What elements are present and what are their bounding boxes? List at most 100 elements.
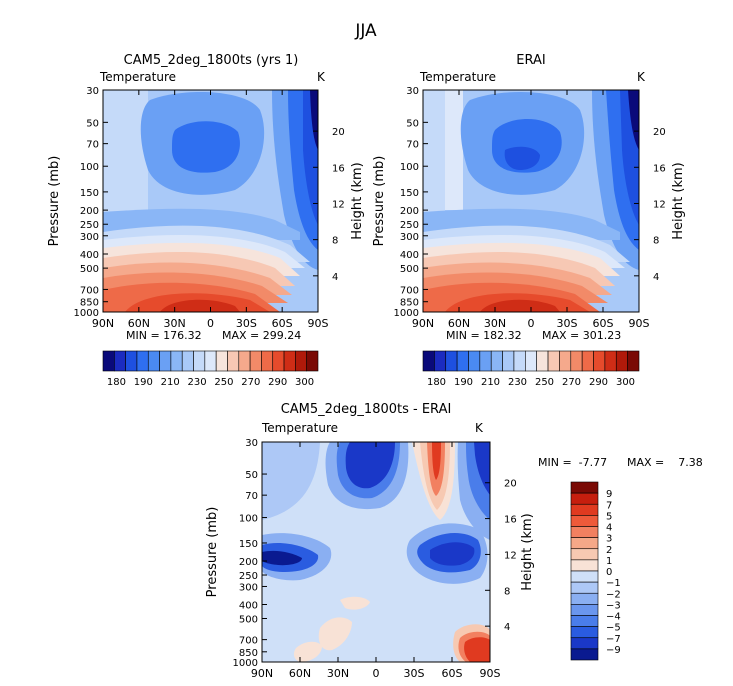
colorbar-label: 250 — [535, 377, 554, 388]
colorbar-label: 190 — [454, 377, 473, 388]
colorbar-label: 0 — [606, 567, 612, 578]
y2-tick-label: 4 — [653, 272, 659, 283]
colorbar-swatch — [570, 581, 599, 594]
colorbar-swatch — [136, 350, 149, 372]
panel-model-min: MIN = 176.32 — [126, 329, 202, 342]
y-tick-label: 200 — [400, 206, 419, 217]
panel-diff-ylabel: Pressure (mb) — [205, 507, 220, 598]
y-tick-label: 30 — [245, 438, 258, 449]
colorbar-label: 3 — [606, 534, 612, 545]
y-tick-label: 50 — [406, 118, 419, 129]
colorbar-swatch — [570, 648, 599, 661]
panel-diff-title: CAM5_2deg_1800ts - ERAI — [281, 402, 452, 417]
panel-model-units: K — [317, 70, 326, 84]
y-tick-label: 400 — [239, 601, 258, 612]
colorbar-swatch — [147, 350, 160, 372]
colorbar-swatch — [502, 350, 515, 372]
y-tick-label: 500 — [400, 264, 419, 275]
x-tick-label: 90N — [92, 317, 114, 330]
x-tick-label: 90S — [629, 317, 650, 330]
colorbar-swatch — [570, 615, 599, 627]
y2-tick-label: 12 — [653, 199, 666, 210]
colorbar-label: 9 — [606, 489, 612, 500]
colorbar-swatch — [570, 537, 599, 550]
y-tick-label: 100 — [400, 162, 419, 173]
colorbar-swatch — [525, 350, 537, 372]
x-tick-label: 60S — [272, 317, 293, 330]
colorbar-label: −2 — [606, 589, 621, 600]
x-tick-label: 90N — [251, 667, 273, 680]
colorbar-swatch — [170, 350, 183, 372]
x-tick-label: 0 — [373, 667, 380, 680]
colorbar-swatch — [159, 350, 172, 372]
y2-tick-label: 8 — [504, 586, 510, 597]
x-tick-label: 30N — [484, 317, 506, 330]
colorbar-swatch — [627, 350, 640, 372]
colorbar-swatch — [570, 592, 599, 605]
x-tick-label: 30S — [557, 317, 578, 330]
colorbar-swatch — [570, 570, 599, 583]
colorbar-swatch — [422, 350, 435, 372]
x-tick-label: 90S — [308, 317, 329, 330]
panel-model-ylabel: Pressure (mb) — [47, 156, 62, 247]
y-tick-label: 700 — [239, 636, 258, 647]
colorbar-swatch — [181, 350, 194, 372]
y-tick-label: 500 — [239, 615, 258, 626]
y2-tick-label: 16 — [504, 515, 517, 526]
panel-diff: CAM5_2deg_1800ts - ERAI Temperature K — [205, 402, 703, 680]
y-tick-label: 250 — [239, 571, 258, 582]
y2-tick-label: 20 — [653, 127, 666, 138]
colorbar-label: 180 — [107, 377, 126, 388]
colorbar-swatch — [125, 350, 138, 372]
y-tick-label: 500 — [80, 264, 99, 275]
panel-model: CAM5_2deg_1800ts (yrs 1) Temperature K 9… — [47, 53, 365, 388]
y-tick-label: 700 — [80, 285, 99, 296]
colorbar-swatch — [536, 350, 549, 372]
y-tick-label: 300 — [80, 232, 99, 243]
x-tick-label: 60N — [448, 317, 470, 330]
colorbar-swatch — [570, 626, 599, 639]
colorbar-swatch — [283, 350, 296, 372]
colorbar-swatch — [604, 350, 617, 372]
colorbar-swatch — [570, 526, 599, 538]
colorbar-swatch — [193, 350, 206, 372]
panel-erai-contours — [423, 90, 639, 312]
colorbar-swatch — [570, 604, 599, 616]
colorbar-label: 1 — [606, 556, 612, 567]
colorbar-swatch — [570, 503, 599, 516]
colorbar-label: 290 — [589, 377, 608, 388]
panel-model-y2label: Height (km) — [350, 162, 365, 239]
panel-diff-variable: Temperature — [261, 421, 338, 435]
y2-tick-label: 4 — [332, 272, 338, 283]
panel-diff-min: MIN = -7.77 — [538, 456, 607, 469]
panel-model-max: MAX = 299.24 — [222, 329, 301, 342]
y-tick-label: 70 — [86, 140, 99, 151]
colorbar-swatch — [593, 350, 606, 372]
colorbar-label: 290 — [268, 377, 287, 388]
y-tick-label: 70 — [245, 491, 258, 502]
colorbar-swatch — [581, 350, 594, 372]
colorbar-swatch — [434, 350, 447, 372]
y-tick-label: 100 — [239, 514, 258, 525]
colorbar-swatch — [114, 350, 126, 372]
y2-tick-label: 20 — [332, 127, 345, 138]
panel-diff-max: MAX = 7.38 — [627, 456, 703, 469]
y-tick-label: 1000 — [74, 308, 99, 319]
colorbar-swatch — [570, 548, 599, 561]
x-tick-label: 90N — [412, 317, 434, 330]
panel-diff-y2label: Height (km) — [520, 513, 535, 590]
colorbar-label: 270 — [562, 377, 581, 388]
y-tick-label: 1000 — [233, 658, 258, 669]
y-tick-label: 200 — [80, 206, 99, 217]
y-tick-label: 100 — [80, 162, 99, 173]
colorbar-swatch — [272, 350, 285, 372]
y-tick-label: 150 — [400, 188, 419, 199]
colorbar-label: −9 — [606, 645, 621, 656]
x-tick-label: 90S — [480, 667, 501, 680]
panel-model-contours — [103, 90, 318, 312]
colorbar-label: −1 — [606, 578, 621, 589]
colorbar-label: 210 — [161, 377, 180, 388]
colorbar-label: −7 — [606, 634, 621, 645]
